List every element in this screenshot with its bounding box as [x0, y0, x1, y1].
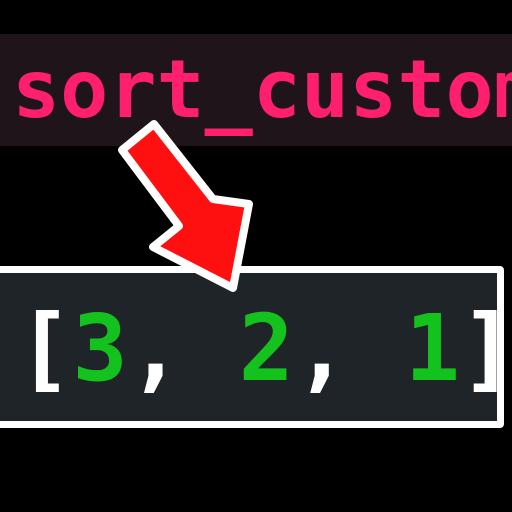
output-list: [3, 2, 1]: [17, 293, 512, 405]
separator-1: ,: [127, 295, 184, 402]
function-name-text: sort_custom: [12, 43, 512, 136]
open-bracket: [: [17, 295, 73, 402]
close-bracket: ]: [460, 295, 512, 402]
output-list-box: [3, 2, 1]: [0, 266, 512, 428]
list-item-1: 3: [72, 295, 128, 402]
arrow-shape: [118, 120, 253, 292]
function-name-banner: sort_custom: [0, 34, 512, 146]
separator-2: ,: [293, 295, 350, 402]
list-item-3: 1: [404, 295, 461, 402]
list-item-2: 2: [238, 295, 294, 402]
